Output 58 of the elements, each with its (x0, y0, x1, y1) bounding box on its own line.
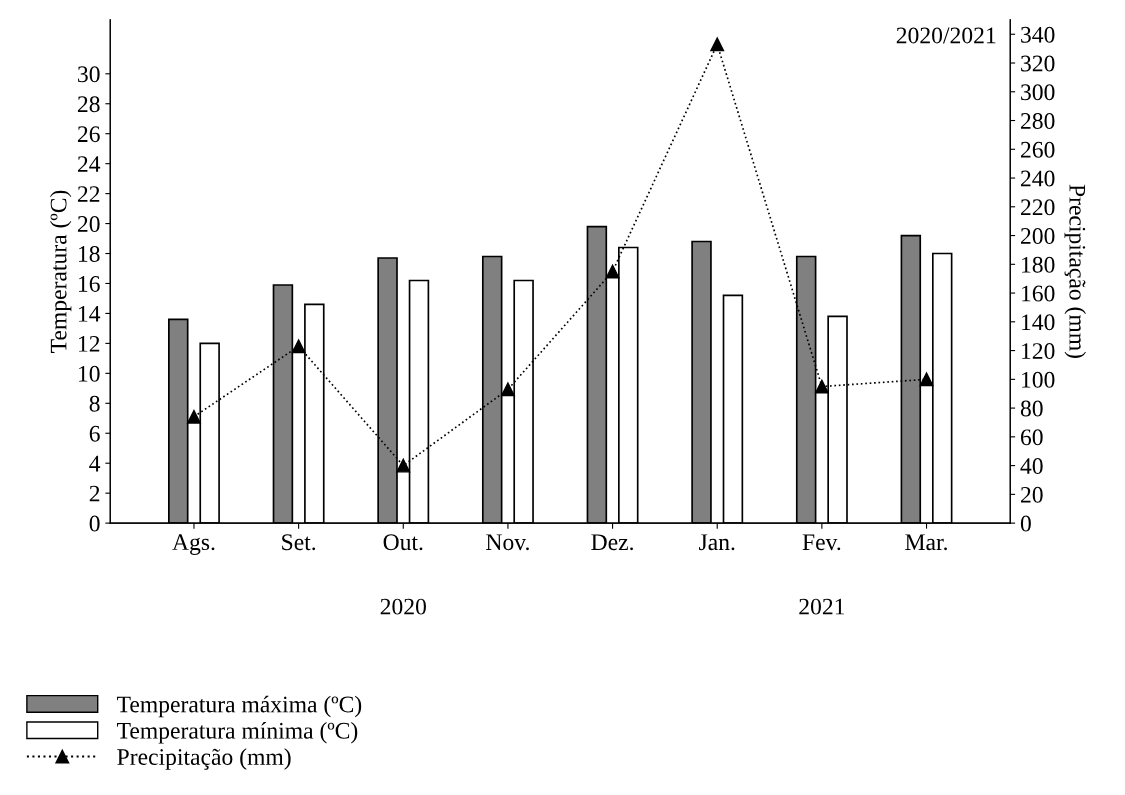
y-tick-label: 16 (78, 276, 100, 292)
x-tick-label: Fev. (802, 534, 841, 551)
point (710, 37, 725, 52)
y-tick-label: 24 (77, 156, 101, 172)
y2-tick-label: 240 (1021, 170, 1055, 187)
x-tick-label: Jan. (699, 534, 735, 551)
y-tick-label: 12 (78, 335, 100, 352)
point (291, 339, 306, 354)
x-tick-label: Out. (383, 534, 423, 551)
y2-tick-label: 60 (1020, 429, 1043, 446)
y-tick-label: 14 (78, 306, 101, 322)
point (814, 379, 829, 394)
y-tick-label: 26 (77, 126, 100, 143)
y2-axis-title: Precipitação (mm) (1064, 184, 1086, 358)
y-tick-label: 6 (89, 425, 100, 442)
y-tick-label: 8 (89, 395, 100, 412)
y2-tick-label: 260 (1021, 141, 1055, 158)
point (919, 372, 934, 387)
x-tick-label: Set. (282, 534, 316, 551)
y-tick-label: 22 (77, 186, 100, 202)
y2-tick-label: 0 (1020, 515, 1031, 532)
y-tick-label: 10 (78, 365, 100, 382)
text: 2020 (380, 598, 426, 615)
y-tick-label: 18 (78, 246, 100, 262)
y2-tick-label: 340 (1021, 26, 1055, 43)
y-tick-label: 20 (77, 216, 100, 232)
point (396, 458, 411, 473)
legend-label: Temperatura máxima (ºC) (117, 695, 362, 718)
y2-tick-label: 300 (1021, 84, 1055, 101)
x-tick-label: Dez. (591, 534, 633, 551)
text: 2021 (799, 598, 845, 615)
y2-tick-label: 120 (1022, 343, 1055, 359)
y2-tick-label: 280 (1021, 113, 1055, 129)
y-axis-title: Temperatura (ºC) (49, 190, 72, 353)
y-tick-label: 0 (89, 515, 100, 532)
y2-tick-label: 200 (1021, 228, 1055, 244)
legend-label: Temperatura mínima (ºC) (117, 722, 358, 744)
x-tick-label: Ags. (172, 534, 215, 555)
x-tick-label: Mar. (905, 534, 947, 551)
point (605, 264, 620, 279)
y2-tick-label: 320 (1021, 55, 1055, 72)
x-tick-label: Nov. (486, 534, 529, 551)
point (500, 382, 515, 397)
y2-tick-label: 140 (1022, 314, 1055, 331)
y-tick-label: 28 (77, 96, 100, 113)
point (187, 409, 201, 424)
annotation: 2020/2021 (896, 27, 996, 44)
y2-tick-label: 40 (1020, 458, 1043, 475)
y-tick-label: 2 (89, 485, 100, 502)
y-tick-label: 4 (89, 455, 101, 472)
y2-tick-label: 180 (1022, 256, 1055, 273)
y2-tick-label: 220 (1021, 199, 1055, 216)
y2-tick-label: 80 (1020, 400, 1043, 417)
y2-tick-label: 20 (1021, 486, 1043, 503)
y2-tick-label: 100 (1022, 371, 1055, 388)
y-tick-label: 30 (78, 66, 100, 83)
legend-label: Precipitação (mm) (117, 748, 291, 770)
y2-tick-label: 160 (1022, 285, 1055, 302)
